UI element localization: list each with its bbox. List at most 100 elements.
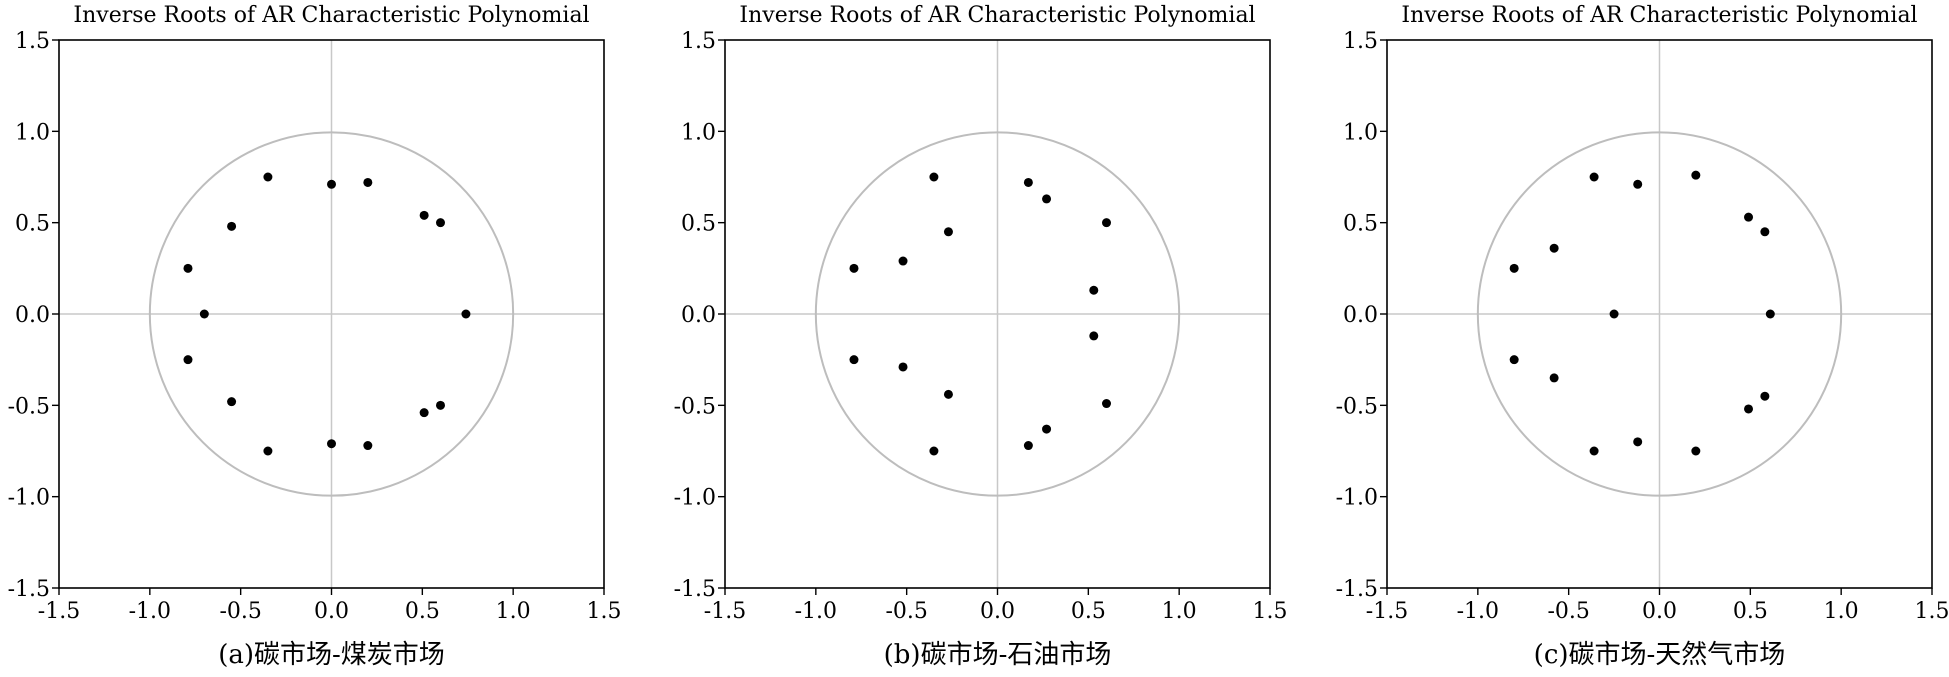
unit-circle [148, 131, 515, 497]
root-point [898, 362, 908, 372]
y-tick-label: 0.0 [1343, 303, 1378, 328]
y-tick-label: 0.0 [15, 303, 50, 328]
root-point [436, 400, 445, 410]
y-tick-label: -0.5 [8, 394, 50, 419]
chart-title: Inverse Roots of AR Characteristic Polyn… [1401, 3, 1917, 28]
x-tick-label: 1.5 [1915, 599, 1949, 624]
x-tick-label: -1.0 [1457, 599, 1499, 624]
root-point [1760, 227, 1770, 237]
y-tick-label: -1.0 [1336, 486, 1378, 511]
y-tick-label: 1.0 [681, 120, 716, 145]
root-point [1023, 441, 1033, 451]
chart-title: Inverse Roots of AR Characteristic Polyn… [739, 3, 1255, 28]
root-point [929, 172, 939, 182]
y-tick-label: -0.5 [674, 394, 716, 419]
x-tick-label: -0.5 [1547, 599, 1589, 624]
panel-caption: (a)碳市场-煤炭市场 [218, 640, 445, 670]
root-point [1042, 194, 1052, 204]
x-tick-label: 1.0 [1824, 599, 1859, 624]
root-point [1691, 446, 1701, 456]
root-point [1023, 177, 1033, 187]
y-tick-label: 1.5 [681, 29, 716, 54]
root-point [1691, 170, 1701, 180]
x-tick-label: -1.5 [38, 599, 80, 624]
root-point [1549, 373, 1559, 383]
panel-caption: (b)碳市场-石油市场 [884, 640, 1112, 670]
root-point [1633, 437, 1643, 447]
x-tick-label: -1.0 [795, 599, 837, 624]
root-point [1609, 309, 1619, 319]
y-tick-label: 1.0 [15, 120, 50, 145]
root-point [1089, 331, 1099, 341]
root-point [929, 446, 939, 456]
root-point [263, 446, 273, 456]
x-tick-label: -0.5 [219, 599, 261, 624]
chart-panel-1: Inverse Roots of AR Characteristic Polyn… [8, 3, 622, 670]
root-point [436, 218, 445, 228]
root-point [363, 441, 373, 451]
y-tick-label: -1.0 [8, 486, 50, 511]
y-tick-label: 0.5 [1343, 212, 1378, 237]
chart-title: Inverse Roots of AR Characteristic Polyn… [73, 3, 589, 28]
x-tick-label: -1.5 [704, 599, 746, 624]
y-tick-label: -0.5 [1336, 394, 1378, 419]
chart-panel-2: Inverse Roots of AR Characteristic Polyn… [674, 3, 1288, 670]
root-point [1102, 399, 1111, 409]
x-tick-label: 0.0 [1642, 599, 1677, 624]
root-point [1549, 243, 1559, 253]
y-tick-label: -1.0 [674, 486, 716, 511]
y-tick-label: -1.5 [1336, 577, 1378, 602]
y-tick-label: 1.5 [1343, 29, 1378, 54]
root-point [419, 408, 429, 418]
chart-panel-3: Inverse Roots of AR Characteristic Polyn… [1336, 3, 1949, 670]
root-point [943, 389, 953, 399]
root-point [1589, 446, 1599, 456]
y-tick-label: 0.5 [15, 212, 50, 237]
root-point [1102, 218, 1111, 228]
root-point [183, 355, 193, 365]
root-point [1744, 212, 1754, 222]
root-point [419, 210, 429, 220]
y-tick-label: -1.5 [8, 577, 50, 602]
root-point [199, 309, 209, 319]
unit-circle [1476, 131, 1843, 497]
root-point [1042, 424, 1052, 434]
x-tick-label: -1.0 [129, 599, 171, 624]
root-point [898, 256, 908, 266]
y-tick-label: 0.0 [681, 303, 716, 328]
y-tick-label: -1.5 [674, 577, 716, 602]
root-point [849, 355, 859, 365]
root-point [363, 177, 373, 187]
x-tick-label: 1.5 [587, 599, 622, 624]
root-point [1760, 391, 1770, 401]
root-point [1089, 285, 1099, 295]
x-tick-label: 1.0 [1162, 599, 1197, 624]
x-tick-label: 0.0 [314, 599, 349, 624]
root-point [1509, 263, 1519, 273]
x-tick-label: 1.5 [1253, 599, 1288, 624]
y-tick-label: 1.0 [1343, 120, 1378, 145]
root-point [327, 179, 336, 189]
root-point [227, 221, 237, 231]
x-tick-label: 0.5 [1071, 599, 1106, 624]
x-tick-label: 0.5 [405, 599, 440, 624]
root-point [461, 309, 471, 319]
root-point [1765, 309, 1775, 319]
y-tick-label: 0.5 [681, 212, 716, 237]
root-point [1509, 355, 1519, 365]
unit-circle [814, 131, 1181, 497]
root-point [1589, 172, 1599, 182]
root-point [1633, 179, 1643, 189]
x-tick-label: -1.5 [1366, 599, 1408, 624]
x-tick-label: 0.5 [1733, 599, 1768, 624]
x-tick-label: 0.0 [980, 599, 1015, 624]
x-tick-label: 1.0 [496, 599, 531, 624]
x-tick-label: -0.5 [885, 599, 927, 624]
root-point [849, 263, 859, 273]
root-point [263, 172, 273, 182]
root-point [327, 439, 336, 449]
root-point [227, 397, 237, 407]
root-point [183, 263, 193, 273]
panel-caption: (c)碳市场-天然气市场 [1534, 640, 1786, 670]
